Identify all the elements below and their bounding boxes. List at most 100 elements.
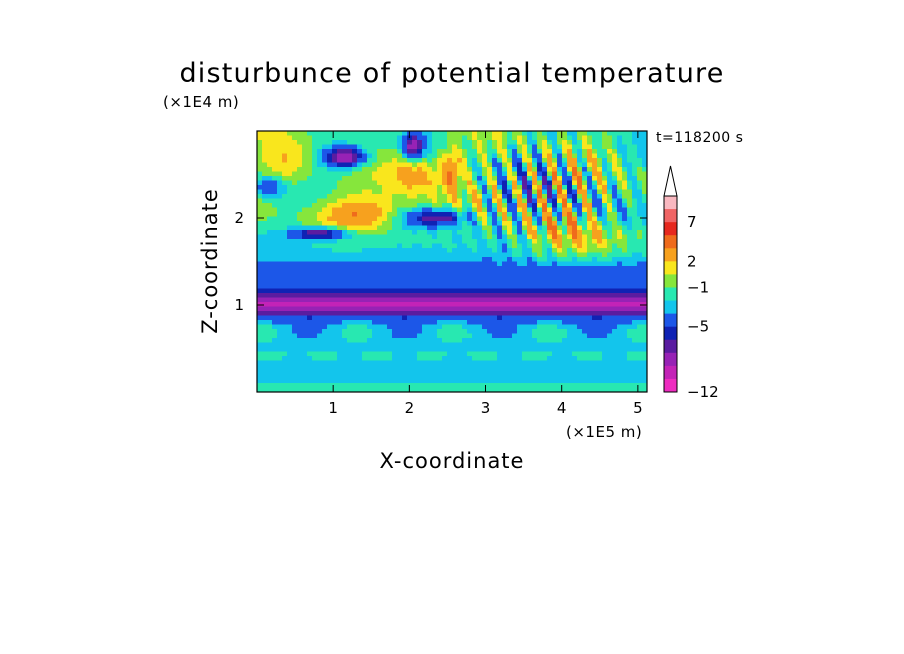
heatmap-cell bbox=[612, 207, 618, 213]
heatmap-cell bbox=[327, 342, 333, 348]
heatmap-cell bbox=[627, 203, 633, 209]
heatmap-cell bbox=[527, 383, 533, 389]
heatmap-cell bbox=[377, 216, 383, 222]
heatmap-cell bbox=[592, 221, 598, 227]
heatmap-cell bbox=[347, 149, 353, 155]
heatmap-cell bbox=[402, 185, 408, 191]
heatmap-cell bbox=[542, 333, 548, 339]
heatmap-cell bbox=[402, 387, 408, 392]
heatmap-cell bbox=[607, 302, 613, 308]
heatmap-cell bbox=[257, 320, 263, 326]
heatmap-cell bbox=[597, 365, 603, 371]
heatmap-cell bbox=[432, 378, 438, 384]
heatmap-cell bbox=[402, 239, 408, 245]
heatmap-cell bbox=[342, 257, 348, 263]
heatmap-cell bbox=[477, 279, 483, 285]
heatmap-cell bbox=[467, 374, 473, 380]
heatmap-cell bbox=[542, 360, 548, 366]
heatmap-cell bbox=[397, 131, 403, 137]
heatmap-cell bbox=[477, 329, 483, 335]
heatmap-cell bbox=[427, 324, 433, 330]
heatmap-cell bbox=[272, 315, 278, 321]
heatmap-cell bbox=[547, 248, 553, 254]
heatmap-cell bbox=[302, 284, 308, 290]
heatmap-cell bbox=[447, 329, 453, 335]
heatmap-cell bbox=[277, 198, 283, 204]
heatmap-cell bbox=[317, 311, 323, 317]
heatmap-cell bbox=[597, 275, 603, 281]
heatmap-cell bbox=[257, 284, 263, 290]
heatmap-cell bbox=[582, 216, 588, 222]
heatmap-cell bbox=[442, 347, 448, 353]
plot-frame bbox=[256, 130, 648, 393]
heatmap-cell bbox=[617, 221, 623, 227]
heatmap-cell bbox=[312, 131, 318, 137]
heatmap-cell bbox=[277, 378, 283, 384]
heatmap-cell bbox=[642, 149, 647, 155]
heatmap-cell bbox=[512, 149, 518, 155]
heatmap-cell bbox=[287, 378, 293, 384]
heatmap-cell bbox=[287, 387, 293, 392]
heatmap-cell bbox=[277, 297, 283, 303]
heatmap-cell bbox=[312, 162, 318, 168]
heatmap-cell bbox=[417, 189, 423, 195]
heatmap-cell bbox=[637, 239, 643, 245]
heatmap-cell bbox=[407, 144, 413, 150]
heatmap-cell bbox=[527, 239, 533, 245]
heatmap-cell bbox=[562, 338, 568, 344]
heatmap-cell bbox=[612, 153, 618, 159]
heatmap-cell bbox=[372, 261, 378, 267]
heatmap-cell bbox=[637, 189, 643, 195]
heatmap-cell bbox=[387, 266, 393, 272]
heatmap-cell bbox=[352, 194, 358, 200]
heatmap-cell bbox=[257, 342, 263, 348]
heatmap-cell bbox=[307, 378, 313, 384]
heatmap-cell bbox=[472, 297, 478, 303]
heatmap-cell bbox=[387, 315, 393, 321]
heatmap-cell bbox=[587, 203, 593, 209]
heatmap-cell bbox=[267, 347, 273, 353]
heatmap-cell bbox=[502, 315, 508, 321]
heatmap-cell bbox=[552, 198, 558, 204]
heatmap-cell bbox=[467, 216, 473, 222]
heatmap-cell bbox=[572, 297, 578, 303]
heatmap-cell bbox=[382, 216, 388, 222]
heatmap-cell bbox=[582, 140, 588, 146]
heatmap-cell bbox=[362, 293, 368, 299]
heatmap-cell bbox=[592, 194, 598, 200]
heatmap-cell bbox=[507, 162, 513, 168]
heatmap-cell bbox=[457, 162, 463, 168]
heatmap-cell bbox=[352, 387, 358, 392]
heatmap-cell bbox=[527, 198, 533, 204]
heatmap-cell bbox=[347, 207, 353, 213]
heatmap-cell bbox=[597, 252, 603, 258]
heatmap-cell bbox=[257, 131, 263, 137]
heatmap-cell bbox=[447, 297, 453, 303]
heatmap-cell bbox=[297, 189, 303, 195]
heatmap-cell bbox=[257, 216, 263, 222]
heatmap-cell bbox=[297, 149, 303, 155]
heatmap-cell bbox=[437, 333, 443, 339]
heatmap-cell bbox=[557, 131, 563, 137]
heatmap-cell bbox=[537, 279, 543, 285]
heatmap-cell bbox=[302, 329, 308, 335]
heatmap-cell bbox=[522, 230, 528, 236]
heatmap-cell bbox=[372, 225, 378, 231]
heatmap-cell bbox=[642, 275, 647, 281]
heatmap-cell bbox=[517, 297, 523, 303]
heatmap-cell bbox=[322, 369, 328, 375]
heatmap-cell bbox=[497, 257, 503, 263]
heatmap-cell bbox=[342, 171, 348, 177]
heatmap-cell bbox=[557, 347, 563, 353]
heatmap-cell bbox=[407, 252, 413, 258]
heatmap-cell bbox=[412, 360, 418, 366]
heatmap-cell bbox=[512, 302, 518, 308]
heatmap-cell bbox=[582, 297, 588, 303]
heatmap-cell bbox=[407, 203, 413, 209]
heatmap-cell bbox=[297, 329, 303, 335]
heatmap-cell bbox=[292, 297, 298, 303]
heatmap-cell bbox=[282, 266, 288, 272]
heatmap-cell bbox=[587, 167, 593, 173]
heatmap-cell bbox=[502, 266, 508, 272]
heatmap-cell bbox=[597, 185, 603, 191]
